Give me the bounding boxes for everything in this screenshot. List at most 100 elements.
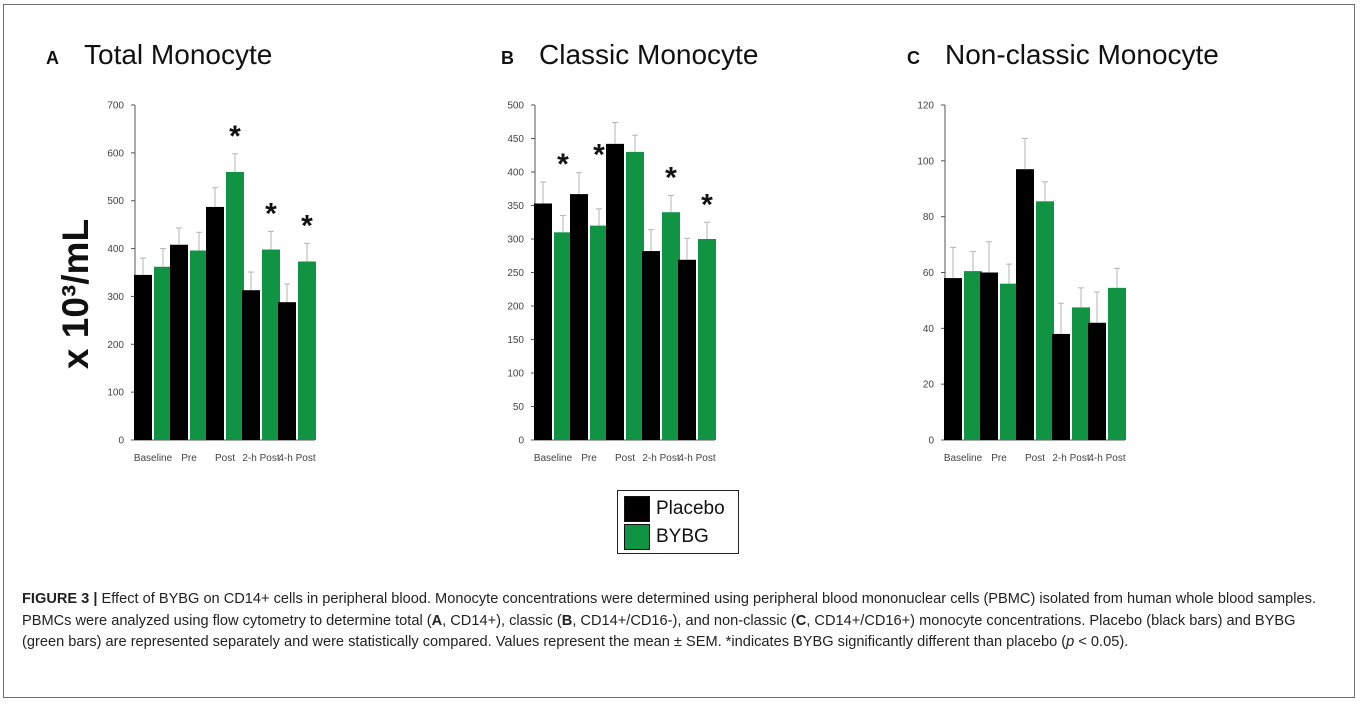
legend-label-bybg: BYBG: [656, 526, 709, 547]
panel-b-y-tick-label: 0: [518, 436, 524, 447]
panel-b-bar-placebo: [678, 259, 696, 440]
panel-c-bar-bybg: [1036, 201, 1054, 440]
panel-b-x-tick-label: 4-h Post: [678, 453, 715, 464]
panel-b-x-tick-label: 2-h Post: [642, 453, 679, 464]
panel-b-y-tick-label: 50: [513, 402, 525, 413]
panel-c-bar-bybg: [1072, 307, 1090, 440]
panel-a-y-tick-label: 300: [107, 292, 124, 303]
panel-b-y-tick-label: 400: [507, 168, 524, 179]
panel-a-y-tick-label: 100: [107, 388, 124, 399]
panel-a-y-tick-label: 600: [107, 148, 124, 159]
y-axis-label: x 10³/mL: [55, 219, 96, 369]
panel-c-bar-placebo: [1016, 169, 1034, 441]
panel-a-significance-asterisk: *: [229, 120, 241, 153]
panel-a-y-tick-label: 0: [118, 436, 124, 447]
panel-b-y-tick-label: 200: [507, 302, 524, 313]
panel-c-letter: C: [907, 48, 920, 68]
panel-b-y-tick-label: 250: [507, 268, 524, 279]
panel-c-bar-bybg: [1000, 283, 1018, 440]
panel-a-bar-bybg: [154, 266, 172, 440]
panel-c-x-tick-label: Post: [1025, 453, 1045, 464]
panel-c-x-tick-label: 2-h Post: [1052, 453, 1089, 464]
panel-b-bar-placebo: [606, 143, 624, 441]
panel-a-x-tick-label: Baseline: [134, 453, 173, 464]
panel-a-y-tick-label: 700: [107, 101, 124, 112]
panel-b-bar-bybg: [626, 151, 644, 440]
panel-b-bar-placebo: [534, 203, 552, 440]
panel-a-significance-asterisk: *: [265, 197, 277, 230]
panel-a-x-tick-label: 4-h Post: [278, 453, 315, 464]
panel-a-bar-bybg: [226, 172, 244, 440]
panel-a-x-tick-label: 2-h Post: [242, 453, 279, 464]
figure-caption: FIGURE 3 | Effect of BYBG on CD14+ cells…: [22, 589, 1340, 654]
panel-a-x-tick-label: Pre: [181, 453, 197, 464]
panel-c-x-tick-label: Pre: [991, 453, 1007, 464]
panel-b-bar-placebo: [570, 194, 588, 440]
panel-a-bar-placebo: [170, 244, 188, 440]
legend: Placebo BYBG: [617, 490, 739, 554]
panel-b-y-tick-label: 150: [507, 335, 524, 346]
panel-c-y-tick-label: 0: [928, 436, 934, 447]
panel-a-y-tick-label: 200: [107, 340, 124, 351]
legend-item-placebo: Placebo: [624, 496, 725, 522]
caption-letter-a: A: [431, 612, 443, 629]
panel-c-y-tick-label: 120: [917, 101, 934, 112]
panel-c-y-tick-label: 20: [923, 380, 935, 391]
caption-letter-b: B: [561, 612, 573, 629]
caption-figure-label: FIGURE 3 |: [22, 591, 98, 607]
panel-a-bar-bybg: [190, 250, 208, 440]
panel-b-x-tick-label: Pre: [581, 453, 597, 464]
panel-b-letter: B: [501, 48, 514, 68]
panel-a-bar-placebo: [278, 302, 296, 440]
panel-c-bar-bybg: [1108, 287, 1126, 440]
panel-c-bar-placebo: [1052, 333, 1070, 440]
panel-b-x-tick-label: Baseline: [534, 453, 573, 464]
panel-a-y-tick-label: 500: [107, 196, 124, 207]
caption-text-1: Effect of BYBG on CD14+ cells in periphe…: [22, 591, 1316, 629]
panel-b-y-tick-label: 100: [507, 369, 524, 380]
panel-b-y-tick-label: 350: [507, 201, 524, 212]
panel-b-bar-bybg: [590, 225, 608, 440]
panel-b-significance-asterisk: *: [701, 188, 713, 221]
panel-a-letter: A: [46, 48, 59, 68]
panel-b-y-tick-label: 300: [507, 235, 524, 246]
panel-c-y-tick-label: 40: [923, 324, 935, 335]
panel-a-bar-bybg: [298, 261, 316, 440]
panel-b-bar-bybg: [662, 212, 680, 440]
panel-c-x-tick-label: 4-h Post: [1088, 453, 1125, 464]
panel-c-bar-placebo: [944, 278, 962, 440]
caption-text-3: , CD14+/CD16-), and non-classic (: [572, 612, 796, 629]
panel-c-x-tick-label: Baseline: [944, 453, 983, 464]
panel-b-significance-asterisk: *: [557, 148, 569, 181]
panel-c-bar-placebo: [980, 272, 998, 440]
panel-b-x-tick-label: Post: [615, 453, 635, 464]
panel-b-bar-placebo: [642, 251, 660, 440]
panel-a-title: Total Monocyte: [84, 39, 272, 70]
legend-label-placebo: Placebo: [656, 498, 725, 519]
panel-b-significance-asterisk: *: [665, 161, 677, 194]
legend-item-bybg: BYBG: [624, 524, 709, 550]
panel-c-y-tick-label: 80: [923, 212, 935, 223]
panel-b-bar-bybg: [554, 232, 572, 440]
panel-b-y-tick-label: 500: [507, 101, 524, 112]
panel-b-bar-bybg: [698, 239, 716, 440]
panel-a-bar-placebo: [206, 206, 224, 440]
caption-text-5: < 0.05).: [1074, 634, 1129, 650]
legend-swatch-placebo: [624, 496, 650, 522]
panel-a-significance-asterisk: *: [301, 209, 313, 242]
panel-a-bar-bybg: [262, 249, 280, 440]
panel-a-y-tick-label: 400: [107, 244, 124, 255]
panel-a-x-tick-label: Post: [215, 453, 235, 464]
legend-swatch-bybg: [624, 524, 650, 550]
panel-a-bar-placebo: [242, 290, 260, 440]
caption-p-symbol: p: [1066, 634, 1075, 650]
panel-c-title: Non-classic Monocyte: [945, 39, 1219, 70]
caption-text-4: , CD14+/CD16+) monocyte concentrations. …: [22, 612, 1296, 651]
caption-text-2: , CD14+), classic (: [442, 612, 562, 629]
monocyte-charts: x 10³/mL A Total Monocyte0100200300400500…: [46, 39, 1219, 464]
panel-c-y-tick-label: 60: [923, 268, 935, 279]
panel-c-y-tick-label: 100: [917, 156, 934, 167]
panel-c-bar-placebo: [1088, 322, 1106, 440]
panel-b-y-tick-label: 450: [507, 134, 524, 145]
panel-c-bar-bybg: [964, 271, 982, 440]
